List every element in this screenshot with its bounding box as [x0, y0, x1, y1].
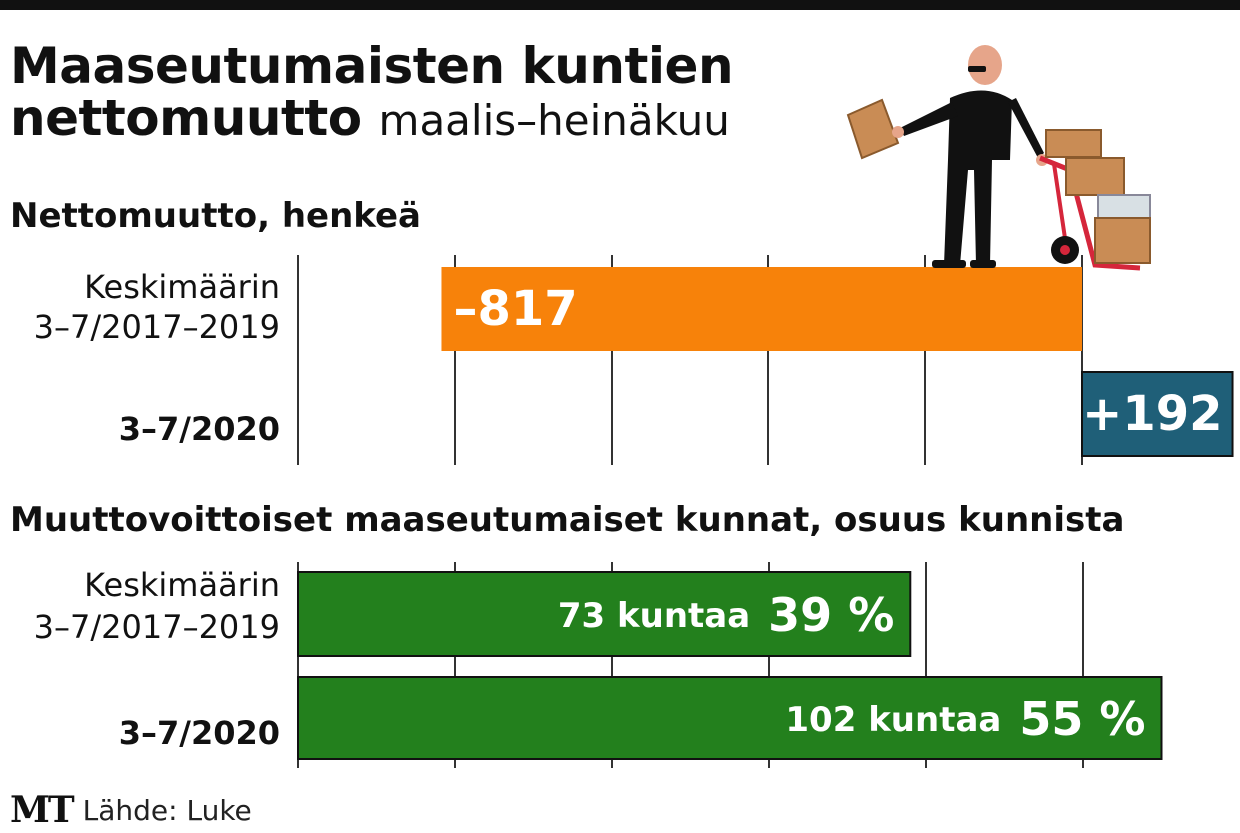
count-label: 73 kuntaa	[558, 596, 750, 636]
category-label: 3–7/2020	[119, 410, 280, 448]
person-icon	[892, 45, 1048, 268]
bar	[297, 571, 912, 657]
mt-logo: MT	[10, 789, 75, 831]
bar	[1081, 371, 1234, 457]
bar	[441, 267, 1082, 351]
chart-2-title: Muuttovoittoiset maaseutumaiset kunnat, …	[10, 500, 1125, 540]
category-label: Keskimäärin	[84, 566, 280, 604]
count-label: 102 kuntaa	[785, 700, 1001, 740]
title-line-2-light: maalis–heinäkuu	[378, 96, 730, 145]
mover-icon	[846, 45, 1151, 271]
title-line-1: Maaseutumaisten kuntien	[10, 37, 734, 95]
footer: MT Lähde: Luke	[10, 789, 252, 831]
top-rule	[0, 0, 1240, 10]
percent-label: 39 %	[768, 588, 894, 642]
category-label: 3–7/2020	[119, 714, 280, 752]
category-label: 3–7/2017–2019	[34, 308, 280, 346]
chart-1-title: Nettomuutto, henkeä	[10, 196, 422, 236]
data-label: +192	[1082, 386, 1222, 442]
category-label: 3–7/2017–2019	[34, 608, 280, 646]
bar	[297, 676, 1163, 760]
title-line-2-bold: nettomuutto	[10, 89, 362, 147]
page-title: Maaseutumaisten kuntien nettomuutto maal…	[10, 37, 734, 147]
carried-box-icon	[846, 98, 900, 160]
source-text: Lähde: Luke	[82, 793, 252, 827]
percent-label: 55 %	[1019, 692, 1145, 746]
bar-charts: Keskimäärin3–7/2017–20193–7/2020–817+192…	[34, 255, 1234, 768]
category-label: Keskimäärin	[84, 268, 280, 306]
hand-truck-icon	[1039, 155, 1141, 271]
data-label: –817	[453, 281, 577, 337]
stacked-boxes-icon	[1045, 129, 1151, 264]
